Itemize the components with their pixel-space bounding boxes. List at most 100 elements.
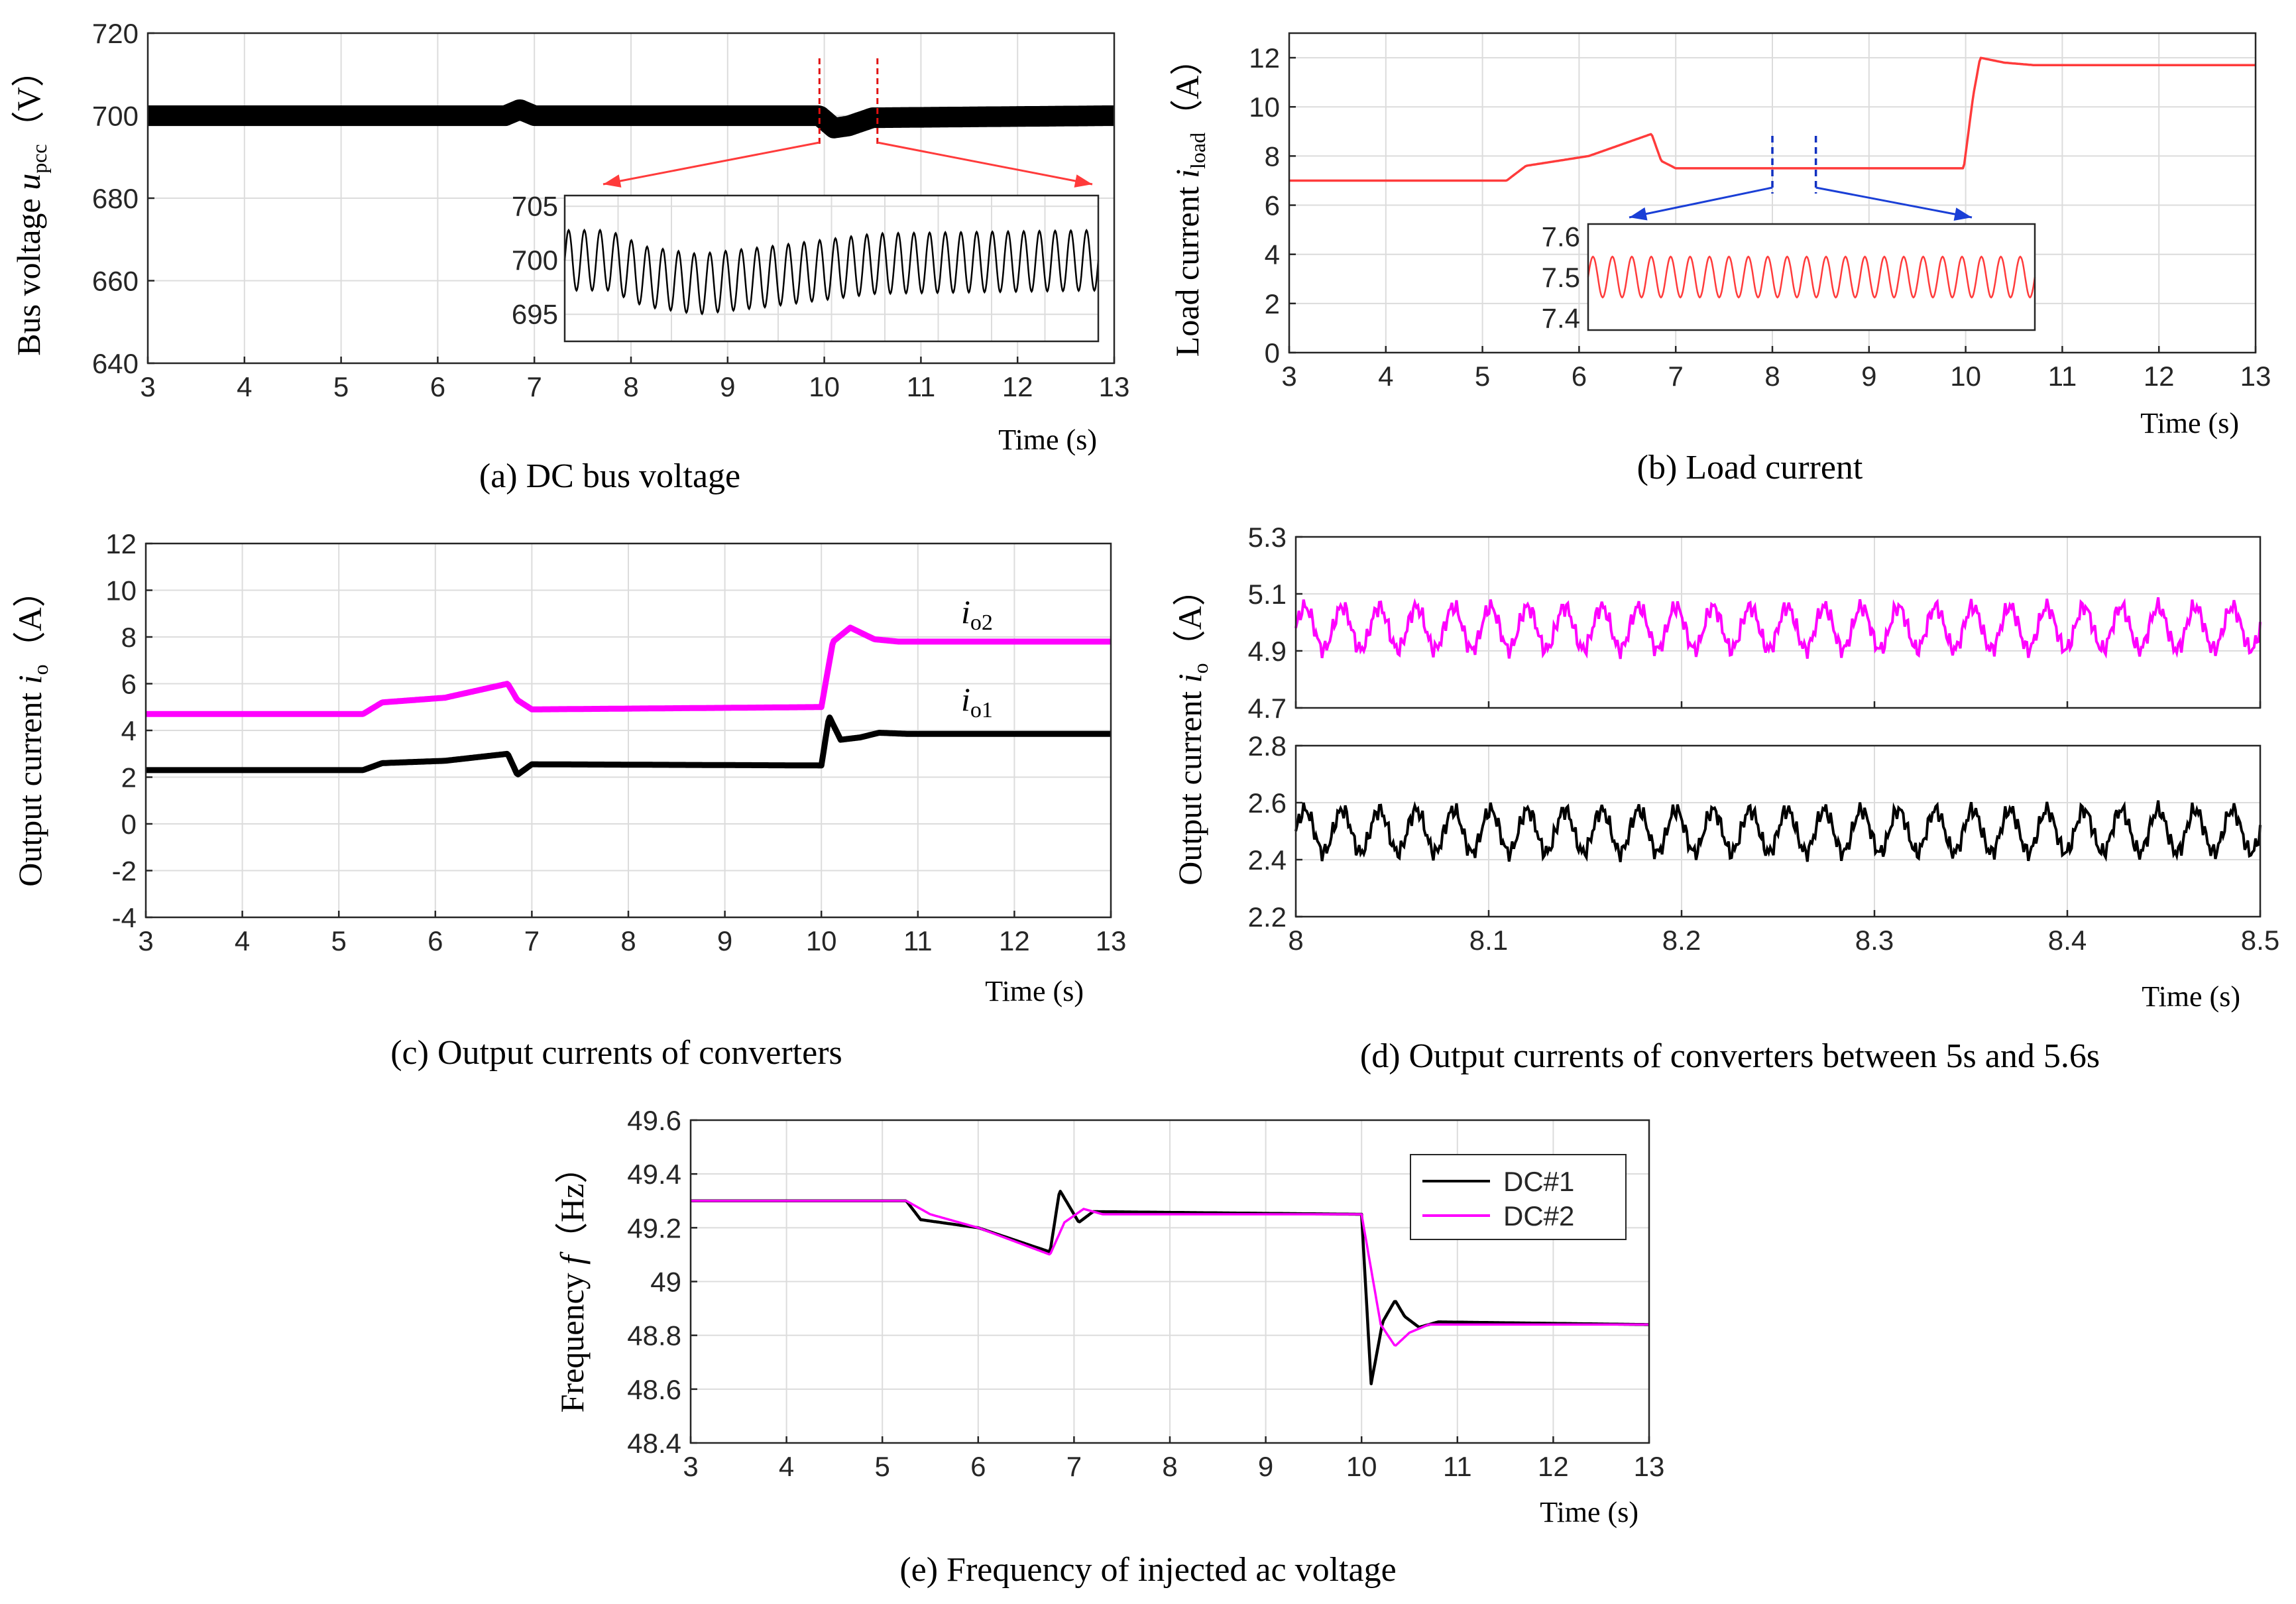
b-load-current-line: [1289, 56, 2256, 182]
e-y-axis-label: Frequency f（Hz）: [553, 1151, 591, 1413]
d-top-frame: [1294, 536, 2262, 709]
b-x-tick-label: 13: [2240, 361, 2271, 392]
b-x-tick-label: 11: [2048, 361, 2077, 392]
panel-a-dc-bus-voltage: 3 4 5 6 7 8 9 10 11 12 13 640 660 680 700 720 705 700 695 B…: [10, 18, 1129, 456]
a-x-tick-label: 9: [720, 371, 735, 402]
e-x-tick-label: 5: [875, 1451, 890, 1482]
c-y-tick-label: 12: [105, 528, 137, 559]
e-y-tick-label: 49.6: [627, 1105, 681, 1136]
a-inset-voltage-ripple: [563, 228, 1100, 315]
e-x-tick-label: 3: [683, 1451, 698, 1482]
d-bottom-y-tick-label: 2.6: [1248, 787, 1287, 819]
d-bottom-x-tick-label: 8.3: [1855, 925, 1894, 956]
b-zoom-arrow-right-head: [1953, 207, 1972, 221]
a-x-tick-label: 7: [527, 371, 542, 402]
c-x-tick-label: 4: [235, 925, 250, 956]
b-x-tick-label: 7: [1668, 361, 1684, 392]
c-x-tick-label: 13: [1096, 925, 1127, 956]
b-y-tick-label: 2: [1265, 288, 1280, 319]
b-inset-y-tick-label: 7.5: [1542, 262, 1580, 293]
a-inset-y-tick-label: 695: [512, 298, 558, 329]
caption-b: (b) Load current: [1637, 449, 1863, 487]
b-zoom-arrow-left-line: [1629, 186, 1773, 219]
a-x-tick-label: 6: [430, 371, 445, 402]
a-x-tick-label: 4: [237, 371, 252, 402]
a-frame: [146, 32, 1116, 365]
panel-d-output-currents-zoom: 4.7 4.9 5.1 5.3 8 8.1 8.2 8.3 8.4 8.5 2.2 2.4 2.6 2.8…: [1171, 522, 2279, 1013]
c-y-tick-label: -4: [112, 902, 137, 933]
a-x-tick-label: 10: [809, 371, 840, 402]
c-x-tick-label: 8: [620, 925, 636, 956]
b-x-tick-label: 4: [1378, 361, 1393, 392]
caption-a: (a) DC bus voltage: [479, 457, 740, 495]
d-x-axis-label: Time (s): [2142, 980, 2240, 1013]
c-x-axis-label: Time (s): [985, 975, 1084, 1007]
d-top-y-tick-label: 5.1: [1248, 579, 1287, 610]
b-y-tick-label: 0: [1265, 337, 1280, 369]
c-x-tick-label: 10: [806, 925, 837, 956]
c-x-tick-label: 6: [428, 925, 443, 956]
e-y-tick-label: 49.4: [627, 1159, 681, 1190]
d-top-plot-area: [1296, 537, 2260, 708]
a-bus-voltage-band: [139, 99, 1123, 139]
e-x-tick-label: 8: [1162, 1451, 1177, 1482]
d-top-y-tick-label: 4.7: [1248, 693, 1287, 724]
b-inset-frame: [1587, 223, 2036, 331]
e-x-tick-label: 13: [1634, 1451, 1665, 1482]
d-bottom-x-tick-label: 8.5: [2241, 925, 2279, 956]
c-series-label-o1: io1: [961, 681, 993, 722]
d-bottom-y-tick-label: 2.4: [1248, 844, 1287, 876]
e-y-tick-label: 49: [650, 1267, 681, 1298]
a-y-tick-label: 680: [92, 183, 139, 214]
caption-c: (c) Output currents of converters: [390, 1034, 842, 1072]
e-x-tick-label: 4: [779, 1451, 794, 1482]
c-frame: [144, 542, 1112, 919]
c-series-label-o2: io2: [961, 593, 993, 635]
e-legend-label: DC#1: [1503, 1166, 1574, 1197]
e-x-tick-label: 7: [1066, 1451, 1082, 1482]
b-frame: [1288, 32, 2257, 354]
e-frame: [689, 1119, 1650, 1444]
c-x-tick-label: 9: [717, 925, 732, 956]
b-y-tick-label: 6: [1265, 190, 1280, 221]
b-x-tick-label: 12: [2144, 361, 2175, 392]
d-bottom-frame: [1294, 744, 2262, 918]
c-y-tick-label: 2: [121, 762, 137, 793]
c-x-tick-label: 12: [999, 925, 1030, 956]
e-x-tick-label: 6: [970, 1451, 986, 1482]
e-y-tick-label: 48.6: [627, 1374, 681, 1405]
b-x-tick-label: 5: [1475, 361, 1490, 392]
a-x-tick-label: 5: [333, 371, 349, 402]
e-y-tick-label: 49.2: [627, 1212, 681, 1243]
c-x-tick-label: 3: [138, 925, 153, 956]
c-y-tick-label: 0: [121, 809, 137, 840]
d-bottom-x-tick-label: 8.4: [2048, 925, 2087, 956]
e-x-tick-label: 9: [1258, 1451, 1273, 1482]
a-x-axis-label: Time (s): [998, 424, 1097, 456]
a-y-tick-label: 640: [92, 348, 139, 379]
d-bottom-current-io1: [1294, 800, 2262, 862]
c-y-axis-label: Output current io（A）: [11, 574, 52, 886]
d-bottom-x-tick-label: 8.1: [1469, 925, 1508, 956]
d-bottom-y-tick-label: 2.8: [1248, 730, 1287, 762]
c-x-tick-label: 5: [331, 925, 347, 956]
b-x-tick-label: 6: [1572, 361, 1587, 392]
a-x-tick-label: 11: [907, 371, 936, 402]
b-y-axis-label: Load current iload（A）: [1169, 42, 1210, 357]
panel-c-output-currents: 3 4 5 6 7 8 9 10 11 12 13 -4 -2 0 2 4 6 8 10 12 io2 io1 Output…: [11, 528, 1126, 1007]
e-y-tick-label: 48.8: [627, 1320, 681, 1351]
c-y-tick-label: 4: [121, 715, 137, 746]
c-series-line-o2: [144, 624, 1113, 717]
b-x-tick-label: 10: [1950, 361, 1981, 392]
caption-d: (d) Output currents of converters betwee…: [1360, 1037, 2100, 1075]
a-x-tick-label: 3: [140, 371, 155, 402]
b-inset-y-tick-label: 7.4: [1542, 303, 1580, 334]
b-y-tick-label: 8: [1265, 141, 1280, 172]
a-x-tick-label: 12: [1002, 371, 1033, 402]
c-y-tick-label: 8: [121, 622, 137, 653]
b-x-tick-label: 3: [1281, 361, 1296, 392]
c-y-tick-label: 10: [105, 575, 137, 606]
d-y-axis-label: Output current io（A）: [1171, 573, 1212, 885]
a-x-tick-label: 13: [1099, 371, 1130, 402]
